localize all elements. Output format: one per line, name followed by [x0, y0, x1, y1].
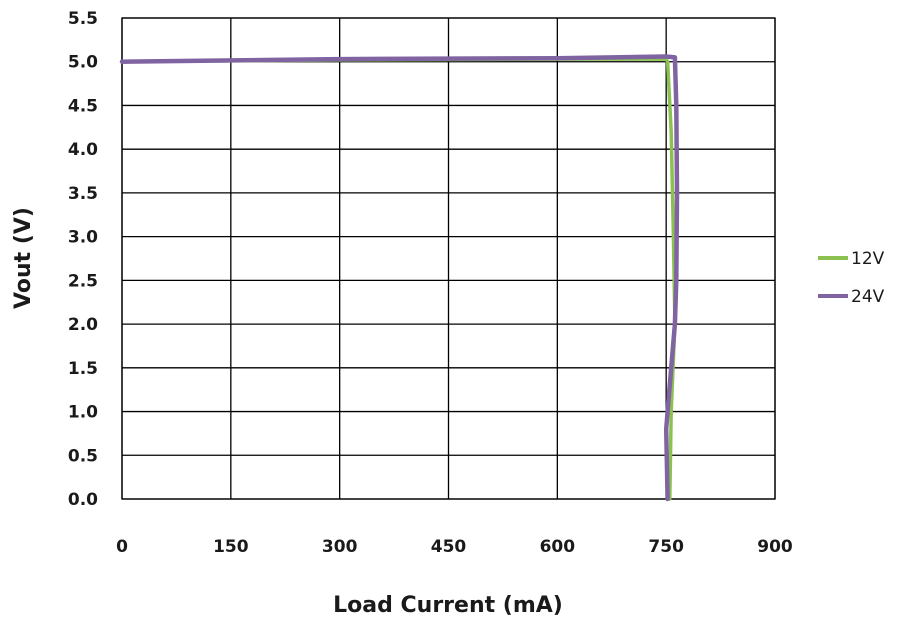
x-tick-labels: 0 150 300 450 600 750 900: [116, 537, 793, 557]
y-tick-label: 5.5: [68, 9, 98, 29]
y-axis-title: Vout (V): [11, 207, 36, 309]
legend-label-24v: 24V: [851, 287, 885, 307]
x-tick-label: 0: [116, 537, 128, 557]
series-lines: [119, 54, 680, 502]
legend: 12V 24V: [818, 249, 885, 307]
x-tick-label: 600: [540, 537, 576, 557]
y-tick-label: 5.0: [68, 53, 98, 73]
legend-label-12v: 12V: [851, 249, 885, 269]
y-tick-label: 1.5: [68, 359, 98, 379]
y-tick-label: 4.0: [68, 140, 98, 160]
x-tick-label: 900: [757, 537, 793, 557]
x-tick-label: 150: [213, 537, 249, 557]
y-tick-label: 0.0: [68, 490, 98, 510]
y-tick-label: 3.5: [68, 184, 98, 204]
y-tick-label: 4.5: [68, 96, 98, 116]
y-tick-label: 2.0: [68, 315, 98, 335]
y-tick-label: 3.0: [68, 228, 98, 248]
x-tick-label: 300: [322, 537, 358, 557]
series-line-12v: [120, 57, 677, 501]
y-tick-label: 0.5: [68, 446, 98, 466]
x-axis-title: Load Current (mA): [333, 593, 563, 618]
y-tick-label: 2.5: [68, 271, 98, 291]
x-tick-label: 750: [648, 537, 684, 557]
plot-frame: [121, 17, 776, 500]
y-tick-label: 1.0: [68, 403, 98, 423]
y-tick-labels: 0.0 0.5 1.0 1.5 2.0 2.5 3.0 3.5 4.0 4.5 5.0 5.5: [68, 9, 98, 510]
x-tick-label: 450: [431, 537, 467, 557]
series-line-24v: [119, 54, 680, 502]
